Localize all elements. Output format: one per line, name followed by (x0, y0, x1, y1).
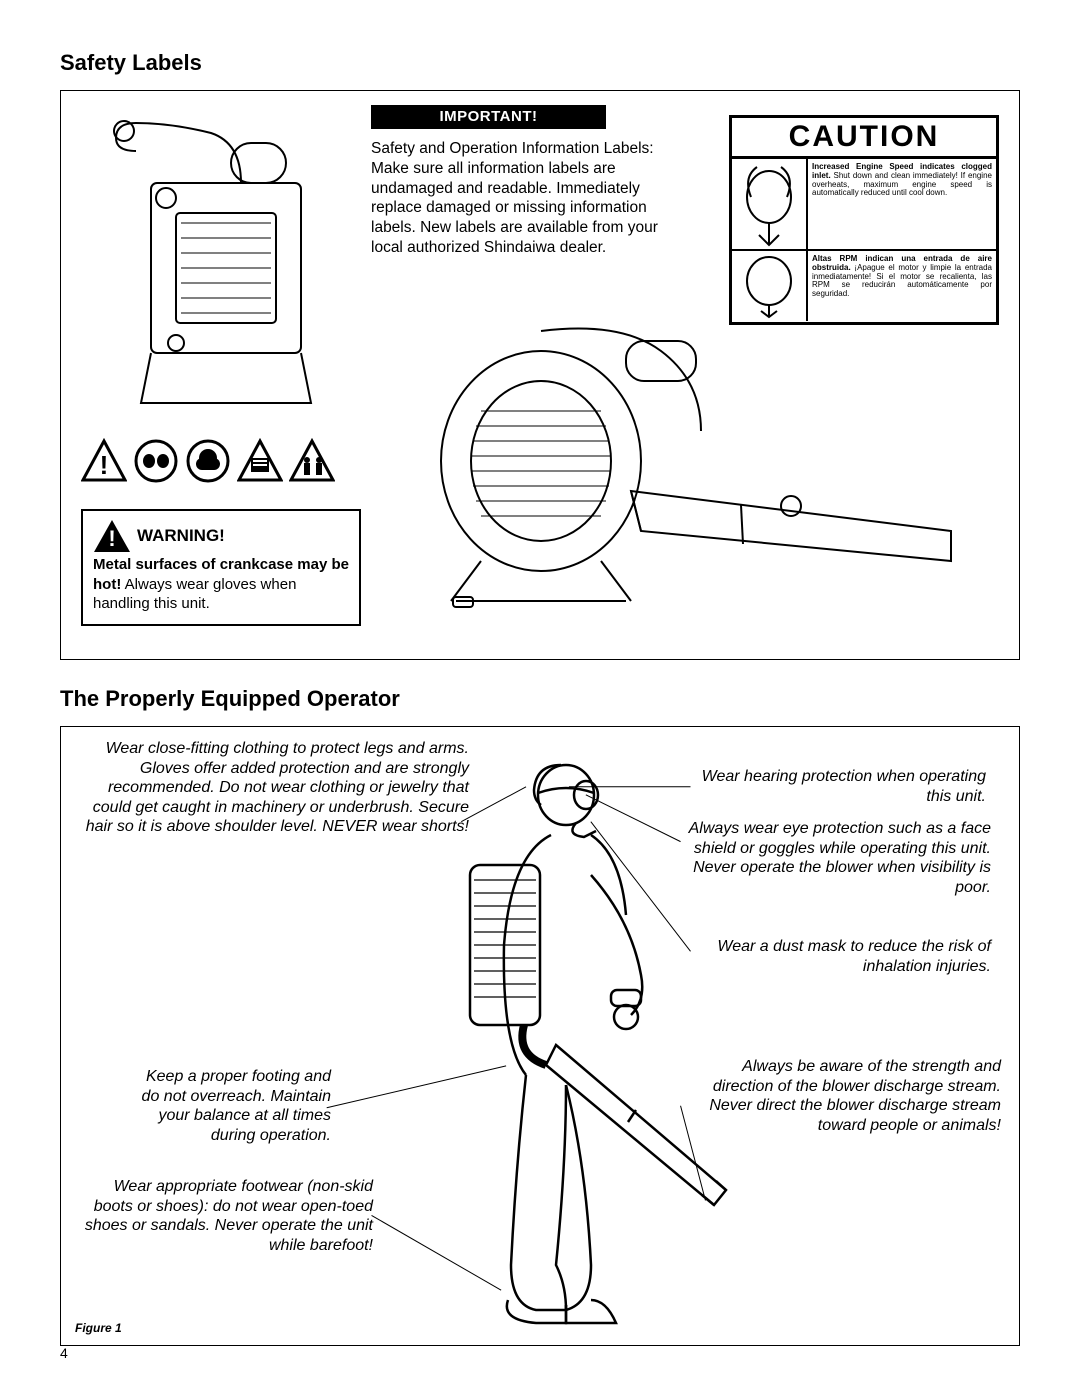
caution-text-en: Increased Engine Speed indicates clogged… (808, 159, 996, 249)
caution-header: CAUTION (732, 118, 996, 159)
warning-rest-text: Always wear gloves when handling this un… (93, 576, 296, 613)
eye-protection-icon (133, 438, 179, 484)
warning-box: ! WARNING! Metal surfaces of crankcase m… (81, 509, 361, 626)
svg-text:!: ! (100, 450, 109, 480)
annotation-discharge: Always be aware of the strength and dire… (681, 1057, 1001, 1135)
annotation-clothing: Wear close-fitting clothing to protect l… (79, 739, 469, 837)
caution-blower-icon (732, 159, 808, 249)
annotation-footwear: Wear appropriate footwear (non-skid boot… (83, 1177, 373, 1255)
warning-header: WARNING! (137, 525, 225, 547)
bystander-distance-icon (289, 438, 335, 484)
important-body-text: Safety and Operation Information Labels:… (371, 139, 691, 258)
figure-label: Figure 1 (75, 1321, 122, 1335)
page-number: 4 (60, 1345, 68, 1361)
caution-en-rest: Shut down and clean immediately! If engi… (812, 171, 992, 198)
safety-labels-panel: IMPORTANT! Safety and Operation Informat… (60, 90, 1020, 660)
section-title-safety-labels: Safety Labels (60, 50, 1020, 76)
annotation-hearing: Wear hearing protection when operating t… (696, 767, 986, 806)
annotation-dust: Wear a dust mask to reduce the risk of i… (696, 937, 991, 976)
read-manual-icon (237, 438, 283, 484)
annotation-eyes: Always wear eye protection such as a fac… (681, 819, 991, 897)
svg-text:!: ! (108, 526, 115, 551)
important-header: IMPORTANT! (371, 105, 606, 129)
operator-panel: Wear close-fitting clothing to protect l… (60, 726, 1020, 1346)
engine-illustration (81, 103, 351, 423)
annotation-footing: Keep a proper footing and do not overrea… (141, 1067, 331, 1145)
blower-illustration (391, 301, 981, 621)
ear-protection-icon (185, 438, 231, 484)
warning-icon: ! (93, 519, 131, 553)
caution-label: CAUTION Increased Engine Speed indicates… (729, 115, 999, 325)
section-title-operator: The Properly Equipped Operator (60, 686, 1020, 712)
safety-pictogram-row: ! (81, 431, 361, 491)
warning-triangle-icon: ! (81, 438, 127, 484)
